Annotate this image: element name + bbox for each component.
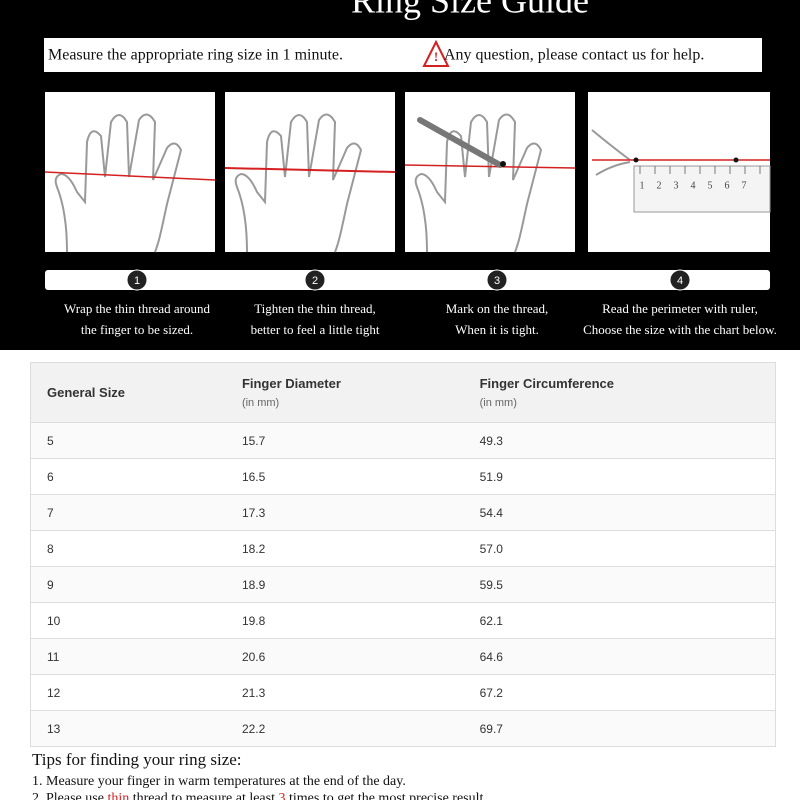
column-header: Finger Diameter (in mm) [225,362,464,423]
warning-mark: ! [434,49,438,64]
ruler-label: 4 [691,180,696,191]
step-marker [669,269,691,291]
steps: 1 Wrap the thin thread around the finger t… [64,269,777,337]
table-cell: 21.3 [225,674,464,711]
step-caption: When it is tight. [455,322,539,337]
step-bar [45,270,770,290]
table-cell: 16.5 [225,458,464,495]
table-row: 9 18.9 59.5 [30,566,776,603]
tip-text: 2. Please use [32,791,108,800]
step-number: 1 [134,275,140,287]
table-cell: 5 [30,422,226,459]
table-cell: 54.4 [463,494,776,531]
illustration [588,92,771,252]
table-cell: 51.9 [463,458,776,495]
header-label: Finger Circumference [479,376,614,391]
table-cell: 20.6 [225,638,464,675]
table-cell: 15.7 [225,422,464,459]
tip-text: times to get the most precise result. [285,791,487,800]
step-caption: Tighten the thin thread, [254,301,376,316]
step-caption: Read the perimeter with ruler, [602,301,758,316]
step-number: 4 [677,275,683,287]
warning-icon [422,39,450,67]
step-marker [486,269,508,291]
instruction-text: Any question, please contact us for help… [444,47,704,64]
table-cell: 17.3 [225,494,464,531]
illustration [44,92,216,253]
tip-text: 3 [278,791,286,800]
title: Ring Size Guide [351,0,589,20]
table-cell: 18.9 [225,566,464,603]
tips: Tips for finding your ring size: 1. Measu… [32,750,487,800]
ruler-label: 1 [640,180,645,191]
table-row: 5 15.7 49.3 [30,422,776,459]
tip-text: thread to measure at least [129,791,279,800]
table-cell: 6 [30,458,226,495]
ruler-label: 6 [725,180,730,191]
table-cell: 69.7 [463,710,776,747]
table-cell: 10 [30,602,226,639]
step-marker [304,269,326,291]
header-label: General Size [47,385,126,400]
tips-title: Tips for finding your ring size: [32,750,242,769]
table-row: 8 18.2 57.0 [30,530,776,567]
column-header: Finger Circumference (in mm) [463,362,776,423]
size-table: General Size Finger Diameter (in mm) Finger… [30,362,776,747]
illustration [404,92,576,253]
table-row: 6 16.5 51.9 [30,458,776,495]
illustration [224,92,396,253]
column-header: General Size [30,362,226,423]
tip-item: 2. Please use thin thread to measure at … [32,790,487,800]
header-label: Finger Diameter [241,376,341,391]
step-number: 3 [494,275,500,287]
table-cell: 57.0 [463,530,776,567]
table-cell: 13 [30,710,226,747]
table-cell: 18.2 [225,530,464,567]
guide-panel: Ring Size Guide Measure the appropriate … [0,0,800,350]
table-cell: 9 [30,566,226,603]
tip-text: 1. Measure your finger in warm temperatu… [32,774,406,789]
step: 2 Tighten the thin thread, better to feel … [251,269,380,337]
tip-item: 1. Measure your finger in warm temperatu… [32,773,487,790]
table-cell: 59.5 [463,566,776,603]
table-cell: 19.8 [225,602,464,639]
table-cell: 22.2 [225,710,464,747]
guide-graphic: Ring Size Guide Measure the appropriate … [44,0,777,337]
header-row: General Size Finger Diameter (in mm) Finger… [30,362,776,423]
step-caption: Wrap the thin thread around [64,301,211,316]
table-cell: 64.6 [463,638,776,675]
ruler-label: 5 [708,180,713,191]
header-unit: (in mm) [241,397,280,409]
instruction-box [44,38,762,72]
table-row: 10 19.8 62.1 [30,602,776,639]
tip-text: thin [107,791,130,800]
ruler-label: 3 [674,180,679,191]
step: 4 Read the perimeter with ruler, Choose th… [583,269,777,337]
table-row: 12 21.3 67.2 [30,674,776,711]
step-number: 2 [312,275,318,287]
header-unit: (in mm) [479,397,517,409]
step-caption: better to feel a little tight [251,322,380,337]
step: 3 Mark on the thread, When it is tight. [446,269,549,337]
table-cell: 67.2 [463,674,776,711]
instruction-text: Measure the appropriate ring size in 1 m… [48,47,343,64]
table-row: 7 17.3 54.4 [30,494,776,531]
table-cell: 11 [30,638,226,675]
ruler-labels: 1 2 3 4 5 6 7 [640,180,747,191]
table-cell: 8 [30,530,226,567]
table-row: 11 20.6 64.6 [30,638,776,675]
step: 1 Wrap the thin thread around the finger t… [64,269,211,337]
ruler-label: 2 [657,180,662,191]
table-cell: 12 [30,674,226,711]
step-caption: Mark on the thread, [446,301,549,316]
table-cell: 62.1 [463,602,776,639]
ruler-label: 7 [742,180,747,191]
step-marker [126,269,148,291]
table-cell: 7 [30,494,226,531]
step-caption: Choose the size with the chart below. [583,322,777,337]
step-caption: the finger to be sized. [81,322,193,337]
table-row: 13 22.2 69.7 [30,710,776,747]
table-cell: 49.3 [463,422,776,459]
